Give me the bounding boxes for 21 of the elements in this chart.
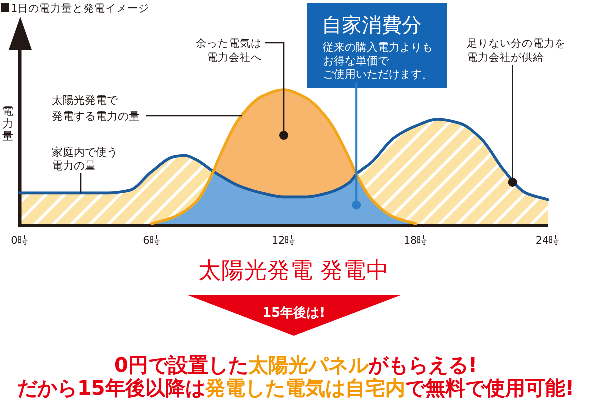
chart-title: 1日の電力量と発電イメージ: [11, 2, 150, 15]
text: だから15年後以降は: [18, 376, 206, 400]
text: 太陽光発電で発電する電力の量: [52, 94, 140, 123]
text: 15年後は!: [262, 305, 326, 321]
text: 0円で設置した: [114, 353, 248, 377]
text: 発電した電気は自宅内: [204, 376, 406, 400]
annotation: 足りない分の電力を電力会社が供給: [467, 37, 566, 64]
y-axis-title: 電力量: [2, 105, 14, 143]
text: 太陽光パネル: [247, 353, 370, 377]
series-label: 家庭内で使う電力の量: [52, 146, 118, 172]
annotation: 余った電気は電力会社へ: [196, 38, 262, 64]
x-tick-label: 24時: [536, 234, 560, 247]
x-tick-label: 6時: [143, 234, 161, 247]
x-tick-label: 12時: [272, 234, 296, 247]
x-tick-label: 18時: [404, 234, 428, 247]
text: 自家消費分: [322, 13, 422, 37]
x-tick-label: 0時: [11, 234, 29, 247]
text: で無料で使用可能!: [405, 376, 574, 400]
text: 太陽光発電 発電中: [198, 258, 390, 284]
annotation: 従来の購入電力よりもお得な単価でご使用いただけます。: [323, 41, 433, 81]
text: がもらえる!: [367, 353, 478, 377]
